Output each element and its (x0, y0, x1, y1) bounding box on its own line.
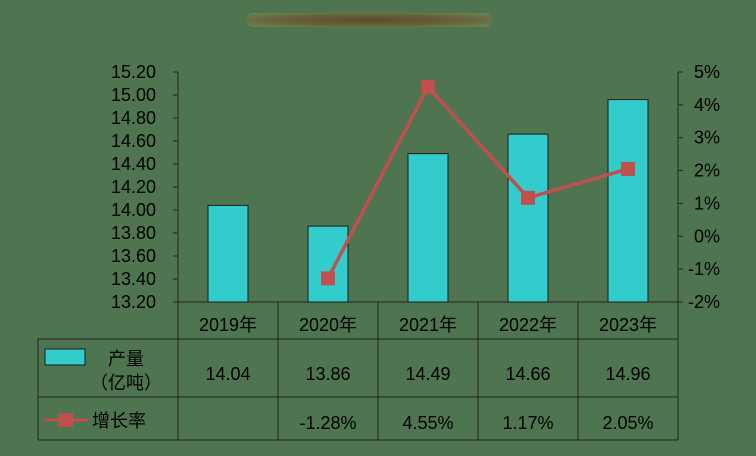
bar (207, 204, 249, 303)
table-value-production: 14.49 (405, 364, 450, 384)
right-tick-label: -2% (688, 292, 720, 312)
left-tick-label: 14.60 (111, 131, 156, 151)
left-tick-label: 14.20 (111, 177, 156, 197)
right-tick-label: 4% (694, 95, 720, 115)
left-tick-label: 13.80 (111, 223, 156, 243)
right-tick-label: 5% (694, 62, 720, 82)
growth-rate-point (521, 190, 535, 205)
right-tick-label: 1% (694, 193, 720, 213)
right-tick-label: 0% (694, 226, 720, 246)
growth-rate-point (621, 161, 635, 176)
left-tick-label: 13.40 (111, 269, 156, 289)
left-tick-label: 13.20 (111, 292, 156, 312)
blurred-title (246, 13, 492, 27)
table-value-production: 13.86 (305, 364, 350, 384)
left-tick-label: 15.20 (111, 62, 156, 82)
left-tick-label: 13.60 (111, 246, 156, 266)
table-value-production: 14.66 (505, 364, 550, 384)
legend-line-name: 增长率 (92, 411, 146, 431)
left-tick-label: 14.00 (111, 200, 156, 220)
legend-bar-swatch (44, 348, 86, 366)
table-value-growth: 1.17% (502, 413, 553, 433)
category-label: 2019年 (199, 315, 257, 335)
growth-rate-point (421, 79, 435, 94)
table-value-growth: 4.55% (402, 413, 453, 433)
right-tick-label: -1% (688, 259, 720, 279)
category-label: 2022年 (499, 315, 557, 335)
legend-bar-name: （亿吨） (90, 373, 162, 393)
category-label: 2020年 (299, 315, 357, 335)
left-tick-label: 15.00 (111, 85, 156, 105)
growth-rate-point (321, 271, 335, 286)
bar (507, 133, 549, 303)
table-value-production: 14.04 (205, 364, 250, 384)
left-tick-label: 14.80 (111, 108, 156, 128)
growth-rate-line (326, 83, 629, 280)
table-value-growth: 2.05% (602, 413, 653, 433)
table-value-production: 14.96 (605, 364, 650, 384)
table-value-growth: -1.28% (299, 413, 356, 433)
category-label: 2023年 (599, 315, 657, 335)
legend-line-marker (59, 413, 73, 427)
legend-bar-name: 产量 (108, 349, 144, 369)
category-label: 2021年 (399, 315, 457, 335)
right-tick-label: 3% (694, 128, 720, 148)
bar (307, 225, 349, 303)
bar (407, 153, 449, 303)
left-tick-label: 14.40 (111, 154, 156, 174)
bar (607, 99, 649, 303)
right-tick-label: 2% (694, 161, 720, 181)
